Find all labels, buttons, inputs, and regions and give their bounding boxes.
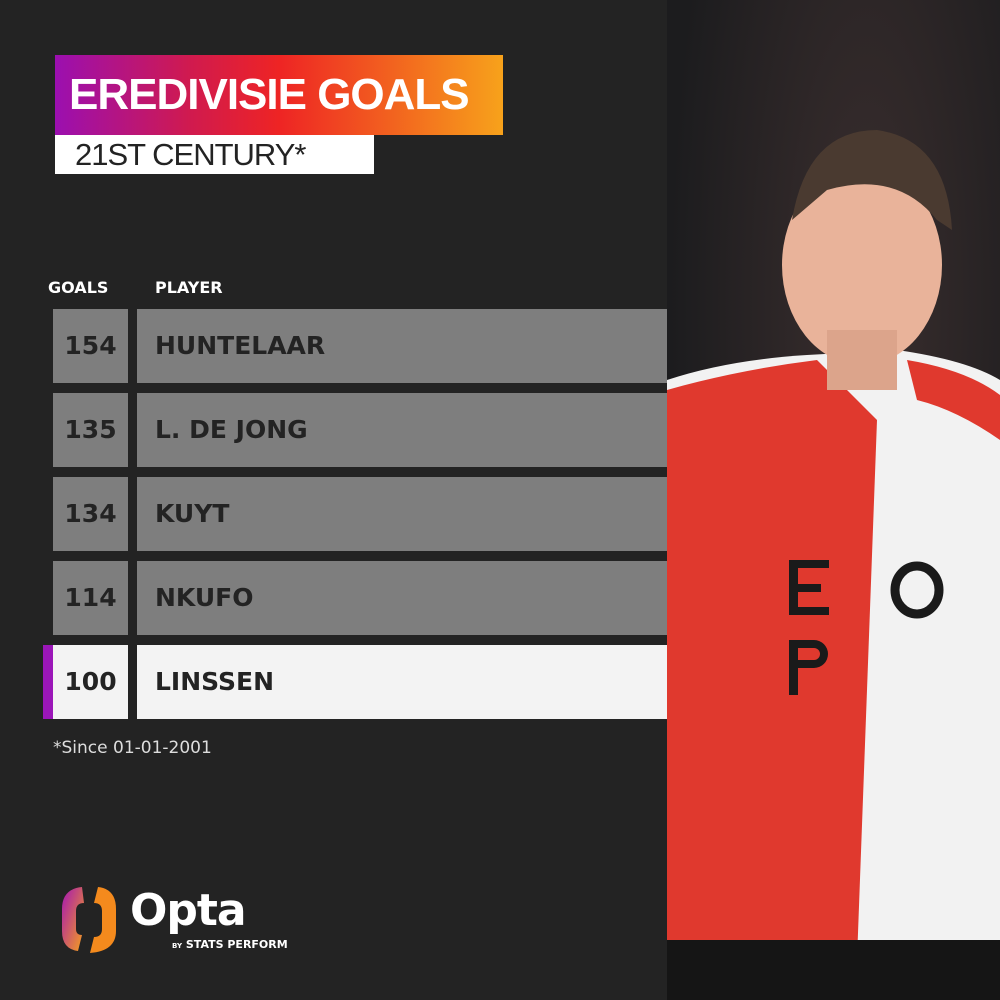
goals-cell: 114	[53, 561, 128, 635]
goals-value: 114	[64, 583, 117, 612]
player-cell: LINSSEN	[137, 645, 667, 719]
table-row: 114 NKUFO	[53, 561, 667, 635]
goals-cell: 154	[53, 309, 128, 383]
player-cell: KUYT	[137, 477, 667, 551]
goals-cell: 135	[53, 393, 128, 467]
footnote: *Since 01-01-2001	[53, 738, 212, 758]
table-row: 135 L. DE JONG	[53, 393, 667, 467]
table-row: 154 HUNTELAAR	[53, 309, 667, 383]
brand-tagline: BY STATS PERFORM	[172, 938, 288, 953]
player-cell: HUNTELAAR	[137, 309, 667, 383]
player-name: L. DE JONG	[155, 415, 308, 444]
brand-by: BY	[172, 942, 183, 950]
brand-tagline-text: STATS PERFORM	[185, 938, 288, 951]
table-row: 134 KUYT	[53, 477, 667, 551]
table-row: 100 LINSSEN	[43, 645, 667, 719]
goals-cell: 100	[53, 645, 128, 719]
subtitle-banner: 21ST CENTURY*	[55, 135, 374, 174]
brand-name: Opta	[130, 885, 247, 936]
goals-value: 154	[64, 331, 117, 360]
title-banner: EREDIVISIE GOALS	[55, 55, 503, 135]
player-name: HUNTELAAR	[155, 331, 326, 360]
goals-cell: 134	[53, 477, 128, 551]
subtitle: 21ST CENTURY*	[75, 137, 306, 172]
goals-value: 100	[64, 667, 117, 696]
sponsor-logo-icon	[789, 560, 944, 695]
player-name: NKUFO	[155, 583, 254, 612]
goals-value: 134	[64, 499, 117, 528]
player-name: KUYT	[155, 499, 230, 528]
player-cell: L. DE JONG	[137, 393, 667, 467]
player-name: LINSSEN	[155, 667, 275, 696]
highlight-bar	[43, 645, 53, 719]
title: EREDIVISIE GOALS	[69, 70, 470, 119]
column-header-player: PLAYER	[155, 278, 223, 297]
player-photo	[667, 0, 1000, 1000]
opta-logo-icon	[62, 887, 116, 953]
player-cell: NKUFO	[137, 561, 667, 635]
goals-value: 135	[64, 415, 117, 444]
column-header-goals: GOALS	[48, 278, 109, 297]
